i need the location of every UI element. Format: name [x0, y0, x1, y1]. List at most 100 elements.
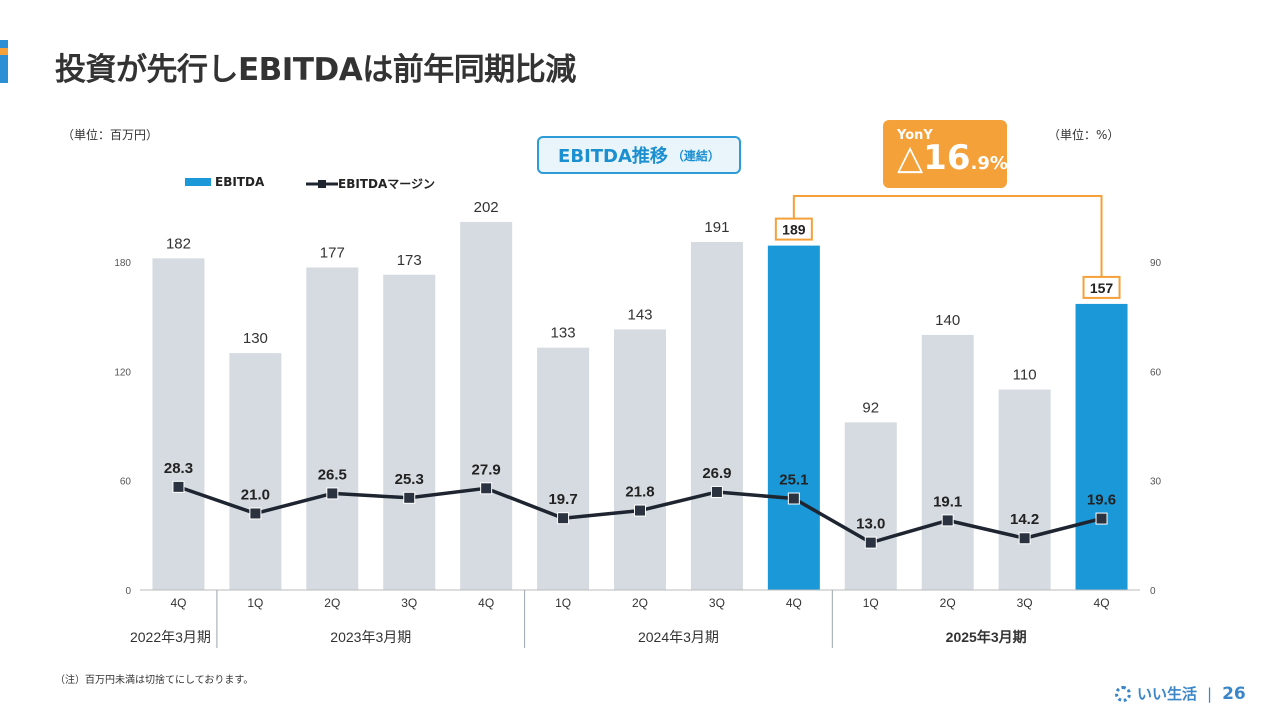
bar-value-label: 157: [1090, 280, 1114, 296]
x-tick-label: 1Q: [555, 596, 571, 610]
margin-point: [172, 480, 185, 493]
margin-value-label: 26.9: [702, 465, 731, 482]
bar-value-box: [1082, 275, 1121, 299]
x-tick-label: 4Q: [1094, 596, 1110, 610]
margin-value-label: 19.7: [548, 491, 577, 508]
unit-right-label: （単位：%）: [1048, 128, 1120, 142]
margin-point: [710, 485, 723, 498]
x-tick-label: 2Q: [940, 596, 956, 610]
legend-bar-label: EBITDA: [215, 175, 265, 189]
bar-ebitda: [152, 258, 205, 590]
margin-value-label: 25.3: [395, 471, 424, 488]
x-tick-label: 1Q: [863, 596, 879, 610]
yony-label: YonY: [897, 128, 933, 143]
comparison-connector: [792, 195, 1103, 278]
bar-value-label: 110: [1013, 367, 1037, 384]
margin-value-label: 14.2: [1010, 511, 1039, 528]
x-tick-label: 4Q: [786, 596, 802, 610]
brand-name: いい生活: [1137, 685, 1198, 703]
legend-item-margin: EBITDAマージン: [306, 175, 435, 192]
x-tick-label: 2Q: [632, 596, 648, 610]
yony-badge: YonY △16.9%: [883, 120, 1008, 188]
accent-bar: [0, 40, 8, 83]
yony-number: 16: [923, 138, 971, 178]
bar-value-label: 191: [704, 219, 729, 236]
bar-value-box: [774, 217, 813, 241]
period-group-label: 2022年3月期: [130, 629, 211, 645]
y-left-tick-label: 60: [120, 477, 132, 488]
bar-value-label: 130: [243, 330, 268, 347]
bar-ebitda: [383, 274, 436, 590]
margin-value-label: 27.9: [472, 461, 501, 478]
y-right-tick-label: 0: [1150, 586, 1156, 597]
legend-bar-swatch: [185, 178, 211, 186]
x-tick-label: 1Q: [247, 596, 263, 610]
bar-ebitda: [460, 221, 513, 590]
bar-value-label: 140: [935, 312, 960, 329]
yony-value: △16.9%: [897, 138, 1008, 181]
bar-value-label: 189: [782, 222, 806, 238]
bar-ebitda: [1075, 303, 1128, 590]
bar-value-label: 173: [397, 252, 422, 269]
x-tick-label: 4Q: [170, 596, 186, 610]
margin-value-label: 21.0: [241, 486, 270, 503]
margin-point: [249, 507, 262, 520]
page-title: 投資が先行しEBITDAは前年同期比減: [55, 52, 576, 88]
bar-value-label: 202: [474, 199, 499, 216]
margin-value-label: 28.3: [164, 460, 193, 477]
margin-value-label: 25.1: [779, 472, 808, 489]
bar-ebitda: [998, 389, 1051, 590]
margin-value-label: 21.8: [625, 484, 654, 501]
y-right-tick-label: 90: [1150, 258, 1162, 269]
bar-value-label: 143: [627, 306, 652, 323]
brand-logo-icon: [1115, 685, 1131, 702]
y-right-tick-label: 30: [1150, 477, 1162, 488]
margin-value-label: 13.0: [856, 516, 885, 533]
bar-ebitda: [537, 347, 590, 590]
y-left-tick-label: 120: [114, 367, 131, 378]
page-number: 26: [1222, 683, 1246, 704]
bar-ebitda: [767, 245, 820, 590]
bar-ebitda: [844, 422, 897, 590]
y-left-tick-label: 0: [125, 586, 131, 597]
margin-point: [1095, 512, 1108, 525]
bar-ebitda: [229, 353, 282, 590]
margin-point: [403, 491, 416, 504]
margin-point: [480, 482, 493, 495]
legend-line-label: EBITDAマージン: [338, 177, 436, 191]
margin-point: [557, 512, 570, 525]
period-group-label: 2023年3月期: [330, 629, 411, 645]
bar-ebitda: [306, 267, 359, 590]
bar-value-label: 177: [320, 244, 345, 261]
bar-ebitda: [690, 241, 743, 590]
legend-item-ebitda: EBITDA: [185, 175, 264, 189]
bar-ebitda: [614, 329, 666, 590]
y-left-tick-label: 180: [114, 258, 131, 269]
margin-value-label: 19.6: [1087, 492, 1116, 509]
margin-value-label: 19.1: [933, 493, 962, 510]
x-tick-label: 2Q: [324, 596, 340, 610]
footer-separator: |: [1207, 684, 1213, 703]
x-tick-label: 3Q: [709, 596, 725, 610]
bar-ebitda: [921, 334, 974, 590]
y-right-tick-label: 60: [1150, 367, 1162, 378]
chart-box-title: EBITDA推移: [558, 146, 668, 167]
period-group-label: 2025年3月期: [946, 629, 1027, 645]
margin-point: [941, 514, 954, 527]
margin-point: [634, 504, 646, 517]
legend-line-swatch: [306, 179, 338, 188]
bar-value-label: 182: [166, 235, 191, 252]
bar-value-label: 133: [551, 325, 576, 342]
chart-title-box: EBITDA推移 （連結）: [537, 136, 741, 174]
margin-point: [864, 536, 877, 549]
bar-value-label: 92: [862, 399, 879, 416]
yony-decimal: .9%: [970, 153, 1008, 174]
x-tick-label: 4Q: [478, 596, 494, 610]
margin-point: [787, 492, 800, 505]
x-tick-label: 3Q: [1017, 596, 1033, 610]
margin-point: [1018, 532, 1031, 545]
margin-point: [326, 487, 339, 500]
chart-box-subtitle: （連結）: [671, 148, 720, 163]
footer-brand: いい生活 | 26: [1115, 683, 1246, 704]
